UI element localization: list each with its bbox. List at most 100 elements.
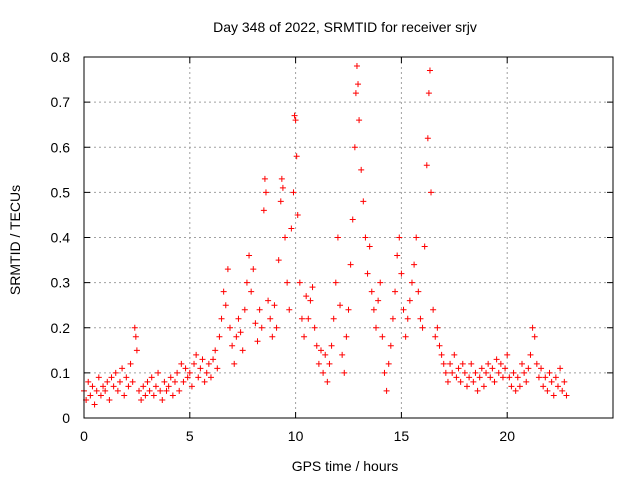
data-point <box>155 369 162 376</box>
data-point <box>328 342 335 349</box>
data-point <box>214 365 221 372</box>
data-point <box>161 378 168 385</box>
data-point <box>123 374 130 381</box>
data-point <box>381 369 388 376</box>
data-point <box>258 324 265 331</box>
data-point <box>163 387 170 394</box>
data-point <box>559 387 566 394</box>
data-point <box>424 135 431 142</box>
data-point <box>377 279 384 286</box>
data-point <box>489 365 496 372</box>
x-axis-label: GPS time / hours <box>292 458 399 474</box>
data-point <box>292 117 299 124</box>
data-point <box>455 365 462 372</box>
data-point <box>262 189 269 196</box>
data-point <box>275 257 282 264</box>
data-point <box>108 374 115 381</box>
data-point <box>542 374 549 381</box>
data-point <box>298 315 305 322</box>
data-point <box>112 369 119 376</box>
data-point <box>125 383 132 390</box>
data-point <box>358 166 365 173</box>
data-point <box>521 369 528 376</box>
data-point <box>273 324 280 331</box>
data-point <box>434 324 441 331</box>
data-point <box>385 360 392 367</box>
data-point <box>180 378 187 385</box>
data-point <box>426 67 433 74</box>
data-point <box>231 360 238 367</box>
data-point <box>531 333 538 340</box>
data-point <box>165 383 172 390</box>
data-point <box>174 369 181 376</box>
data-point <box>561 378 568 385</box>
data-point <box>476 374 483 381</box>
data-point <box>487 374 494 381</box>
data-point <box>138 396 145 403</box>
data-point <box>373 324 380 331</box>
data-point <box>176 387 183 394</box>
data-point <box>417 315 424 322</box>
data-point <box>550 392 557 399</box>
data-point <box>413 234 420 241</box>
data-point <box>218 315 225 322</box>
data-point <box>159 396 166 403</box>
data-point <box>548 378 555 385</box>
data-point <box>362 234 369 241</box>
data-point <box>197 365 204 372</box>
data-point <box>205 360 212 367</box>
data-point <box>142 392 149 399</box>
chart-title: Day 348 of 2022, SRMTID for receiver srj… <box>213 19 477 35</box>
data-point <box>140 383 147 390</box>
data-point <box>309 284 316 291</box>
data-point <box>356 117 363 124</box>
data-point <box>279 184 286 191</box>
y-tick-label: 0.3 <box>51 275 71 291</box>
data-point <box>191 360 198 367</box>
data-point <box>485 360 492 367</box>
data-point <box>411 261 418 268</box>
data-point <box>256 306 263 313</box>
data-point <box>480 383 487 390</box>
data-point <box>148 374 155 381</box>
data-point <box>248 288 255 295</box>
x-tick-label: 0 <box>80 428 88 444</box>
data-point <box>324 378 331 385</box>
data-point <box>468 360 475 367</box>
data-point <box>203 369 210 376</box>
data-point <box>152 383 159 390</box>
data-point <box>241 306 248 313</box>
data-point <box>278 175 285 182</box>
data-point <box>510 369 517 376</box>
data-point <box>406 297 413 304</box>
data-point <box>470 378 477 385</box>
data-point <box>116 378 123 385</box>
data-point <box>461 369 468 376</box>
data-point <box>243 279 250 286</box>
data-point <box>89 383 96 390</box>
data-point <box>100 383 107 390</box>
data-point <box>150 392 157 399</box>
data-point <box>339 351 346 358</box>
data-point <box>538 365 545 372</box>
data-point <box>478 365 485 372</box>
data-point <box>408 279 415 286</box>
data-point <box>483 369 490 376</box>
axis-ticks <box>83 56 613 419</box>
data-point <box>525 365 532 372</box>
data-point <box>210 356 217 363</box>
data-point <box>444 378 451 385</box>
data-point <box>293 153 300 160</box>
data-point <box>129 378 136 385</box>
data-point <box>366 243 373 250</box>
data-point <box>457 378 464 385</box>
data-point <box>355 81 362 88</box>
y-tick-label: 0.6 <box>51 139 71 155</box>
y-tick-label: 0.5 <box>51 184 71 200</box>
data-point <box>389 315 396 322</box>
x-tick-labels: 0 5 10 15 20 <box>80 428 515 444</box>
data-point <box>233 333 240 340</box>
data-point <box>326 360 333 367</box>
data-point <box>322 351 329 358</box>
